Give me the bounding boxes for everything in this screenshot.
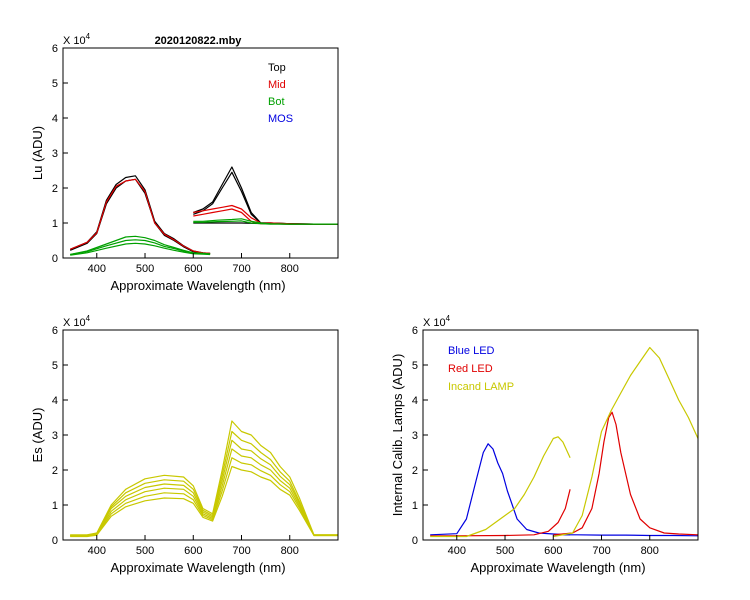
x-tick-label: 400: [88, 545, 106, 557]
x-tick-label: 500: [136, 545, 154, 557]
y-tick-label: 1: [52, 218, 58, 230]
y-tick-label: 3: [412, 430, 418, 442]
x-tick-label: 500: [136, 263, 154, 275]
series-line-es-2: [70, 430, 338, 536]
exponent-label: X 104: [63, 32, 91, 47]
legend-entry-mos: MOS: [268, 113, 293, 125]
y-tick-label: 2: [412, 465, 418, 477]
x-tick-label: 600: [184, 263, 202, 275]
y-tick-label: 1: [412, 500, 418, 512]
chart-title: 2020120822.mby: [155, 35, 243, 47]
x-tick-label: 500: [496, 545, 514, 557]
series-line-red-led-2: [553, 411, 699, 536]
x-tick-label: 800: [281, 545, 299, 557]
x-tick-label: 400: [448, 545, 466, 557]
series-line-top-3: [193, 166, 338, 225]
x-tick-label: 800: [281, 263, 299, 275]
y-tick-label: 4: [52, 113, 58, 125]
x-tick-label: 600: [184, 545, 202, 557]
legend-entry-mid: Mid: [268, 79, 286, 91]
series-line-es-3: [70, 439, 338, 537]
series-line-incand-1: [430, 436, 571, 538]
series-line-red-led-1: [430, 489, 571, 537]
y-tick-label: 4: [52, 395, 58, 407]
plot-frame: [422, 329, 699, 541]
x-tick-label: 700: [232, 263, 250, 275]
series-line-es-6: [70, 465, 338, 538]
series-line-top-1: [69, 175, 211, 254]
y-tick-label: 6: [52, 43, 58, 55]
y-tick-label: 5: [52, 360, 58, 372]
y-tick-label: 4: [412, 395, 418, 407]
x-axis-label: Approximate Wavelength (nm): [110, 560, 285, 575]
series-line-es-5: [70, 457, 338, 537]
exponent-label: X 104: [423, 314, 451, 329]
series-line-top-2: [69, 178, 211, 255]
x-tick-label: 600: [544, 545, 562, 557]
legend-entry-red-led: Red LED: [448, 363, 493, 375]
y-tick-label: 5: [412, 360, 418, 372]
series-line-es-4: [70, 448, 338, 537]
y-tick-label: 1: [52, 500, 58, 512]
x-tick-label: 700: [592, 545, 610, 557]
y-tick-label: 0: [412, 535, 418, 547]
series-line-incand-2: [553, 346, 699, 538]
series-line-mid-1: [69, 178, 211, 254]
y-axis-label: Internal Calib. Lamps (ADU): [390, 354, 405, 517]
x-axis-label: Approximate Wavelength (nm): [470, 560, 645, 575]
y-tick-label: 3: [52, 148, 58, 160]
y-axis-label: Es (ADU): [30, 408, 45, 463]
exponent-label: X 104: [63, 314, 91, 329]
lu-chart-panel: 2020120822.mby X 104 Lu (ADU) Approximat…: [30, 32, 339, 293]
legend-entry-bot: Bot: [268, 96, 285, 108]
lamps-chart-panel: X 104 Internal Calib. Lamps (ADU) Approx…: [390, 314, 699, 575]
es-chart-panel: X 104 Es (ADU) Approximate Wavelength (n…: [30, 314, 339, 575]
y-tick-label: 6: [52, 325, 58, 337]
y-tick-label: 0: [52, 253, 58, 265]
legend-entry-top: Top: [268, 62, 286, 74]
y-tick-label: 3: [52, 430, 58, 442]
x-tick-label: 400: [88, 263, 106, 275]
y-tick-label: 2: [52, 465, 58, 477]
y-tick-label: 0: [52, 535, 58, 547]
x-axis-label: Approximate Wavelength (nm): [110, 278, 285, 293]
series-line-es-1: [70, 420, 338, 536]
x-tick-label: 800: [641, 545, 659, 557]
plot-frame: [62, 47, 339, 259]
y-tick-label: 5: [52, 78, 58, 90]
series-line-bot-5: [193, 220, 338, 225]
y-axis-label: Lu (ADU): [30, 126, 45, 180]
legend-entry-blue-led: Blue LED: [448, 345, 495, 357]
x-tick-label: 700: [232, 545, 250, 557]
y-tick-label: 6: [412, 325, 418, 337]
y-tick-label: 2: [52, 183, 58, 195]
series-line-blue-led-2: [553, 534, 699, 537]
legend-entry-incand-lamp: Incand LAMP: [448, 381, 514, 393]
series-line-blue-led-1: [430, 443, 571, 536]
